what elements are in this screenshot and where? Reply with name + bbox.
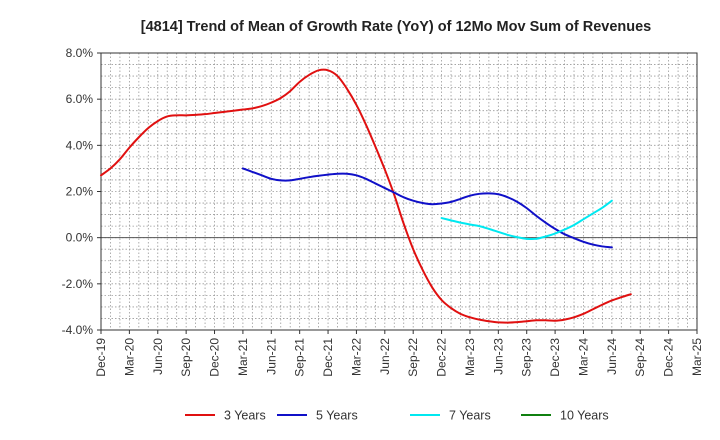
series-line-3-years (100, 68, 632, 324)
x-tick-label: Jun-20 (151, 338, 165, 375)
legend-label-10-years: 10 Years (560, 409, 609, 423)
chart-title: [4814] Trend of Mean of Growth Rate (YoY… (141, 19, 652, 35)
grid (100, 52, 698, 331)
x-tick-label: Mar-24 (576, 338, 590, 376)
y-tick-label: 0.0% (66, 231, 94, 245)
x-tick-label: Mar-23 (463, 338, 477, 376)
x-tick-label: Jun-23 (491, 338, 505, 375)
legend-item-7-years: 7 Years (410, 409, 491, 423)
legend-label-3-years: 3 Years (224, 409, 266, 423)
y-tick-label: 4.0% (66, 138, 94, 152)
x-tick-label: Sep-22 (406, 338, 420, 377)
x-tick-label: Mar-25 (690, 338, 704, 376)
x-tick-label: Dec-23 (548, 338, 562, 377)
y-tick-label: 6.0% (66, 92, 94, 106)
x-tick-label: Dec-19 (94, 338, 108, 377)
series-line-5-years (241, 167, 613, 249)
x-tick-label: Sep-20 (179, 338, 193, 377)
legend: 3 Years 5 Years 7 Years 10 Years (185, 409, 609, 423)
y-tick-label: -2.0% (62, 277, 94, 291)
x-tick-label: Sep-24 (633, 338, 647, 377)
legend-item-5-years: 5 Years (277, 409, 358, 423)
x-tick-label: Dec-20 (208, 338, 222, 377)
x-tick-label: Mar-20 (122, 338, 136, 376)
x-tick-label: Jun-24 (605, 338, 619, 375)
x-tick-label: Dec-21 (321, 338, 335, 377)
x-tick-label: Mar-22 (349, 338, 363, 376)
y-tick-label: 8.0% (66, 46, 94, 60)
x-tick-label: Dec-24 (662, 338, 676, 377)
x-tick-label: Sep-21 (293, 338, 307, 377)
x-tick-label: Sep-23 (520, 338, 534, 377)
y-tick-label: -4.0% (62, 323, 94, 337)
legend-item-3-years: 3 Years (185, 409, 266, 423)
y-tick-label: 2.0% (66, 185, 94, 199)
x-tick-label: Jun-22 (378, 338, 392, 375)
series-lines (100, 68, 632, 324)
axes: -4.0% -2.0% 0.0% 2.0% 4.0% 6.0% 8.0% Dec-19 Mar-… (62, 46, 704, 377)
x-tick-label: Mar-21 (236, 338, 250, 376)
x-tick-label: Dec-22 (435, 338, 449, 377)
x-tick-label: Jun-21 (264, 338, 278, 375)
legend-label-7-years: 7 Years (449, 409, 491, 423)
legend-item-10-years: 10 Years (521, 409, 609, 423)
series-line-7-years (440, 199, 613, 241)
legend-label-5-years: 5 Years (316, 409, 358, 423)
